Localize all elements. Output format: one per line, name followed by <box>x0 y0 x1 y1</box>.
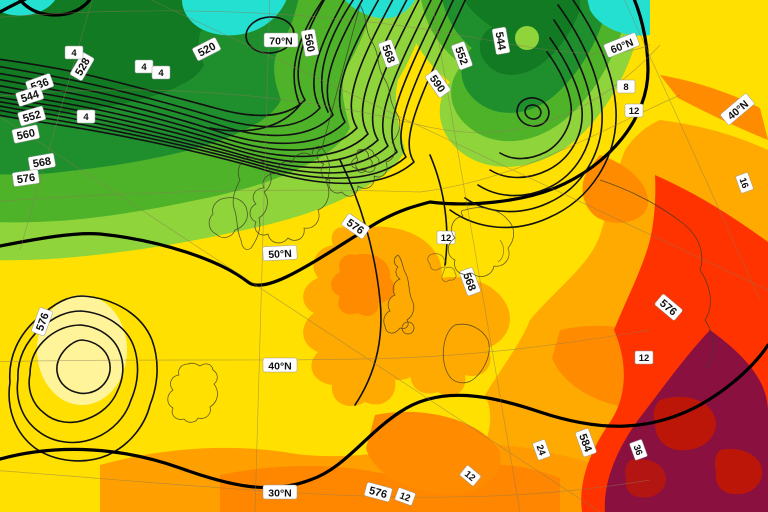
svg-text:70°N: 70°N <box>269 36 292 48</box>
svg-text:12: 12 <box>441 233 452 244</box>
svg-text:576: 576 <box>16 172 36 186</box>
svg-text:12: 12 <box>629 106 640 117</box>
svg-text:30°N: 30°N <box>268 488 291 500</box>
svg-text:40°N: 40°N <box>268 361 291 373</box>
svg-text:8: 8 <box>623 82 628 93</box>
svg-text:12: 12 <box>639 353 650 364</box>
svg-text:4: 4 <box>71 48 77 59</box>
svg-text:4: 4 <box>141 62 147 73</box>
svg-text:4: 4 <box>158 68 164 79</box>
svg-text:4: 4 <box>83 112 89 123</box>
svg-text:50°N: 50°N <box>268 248 292 261</box>
